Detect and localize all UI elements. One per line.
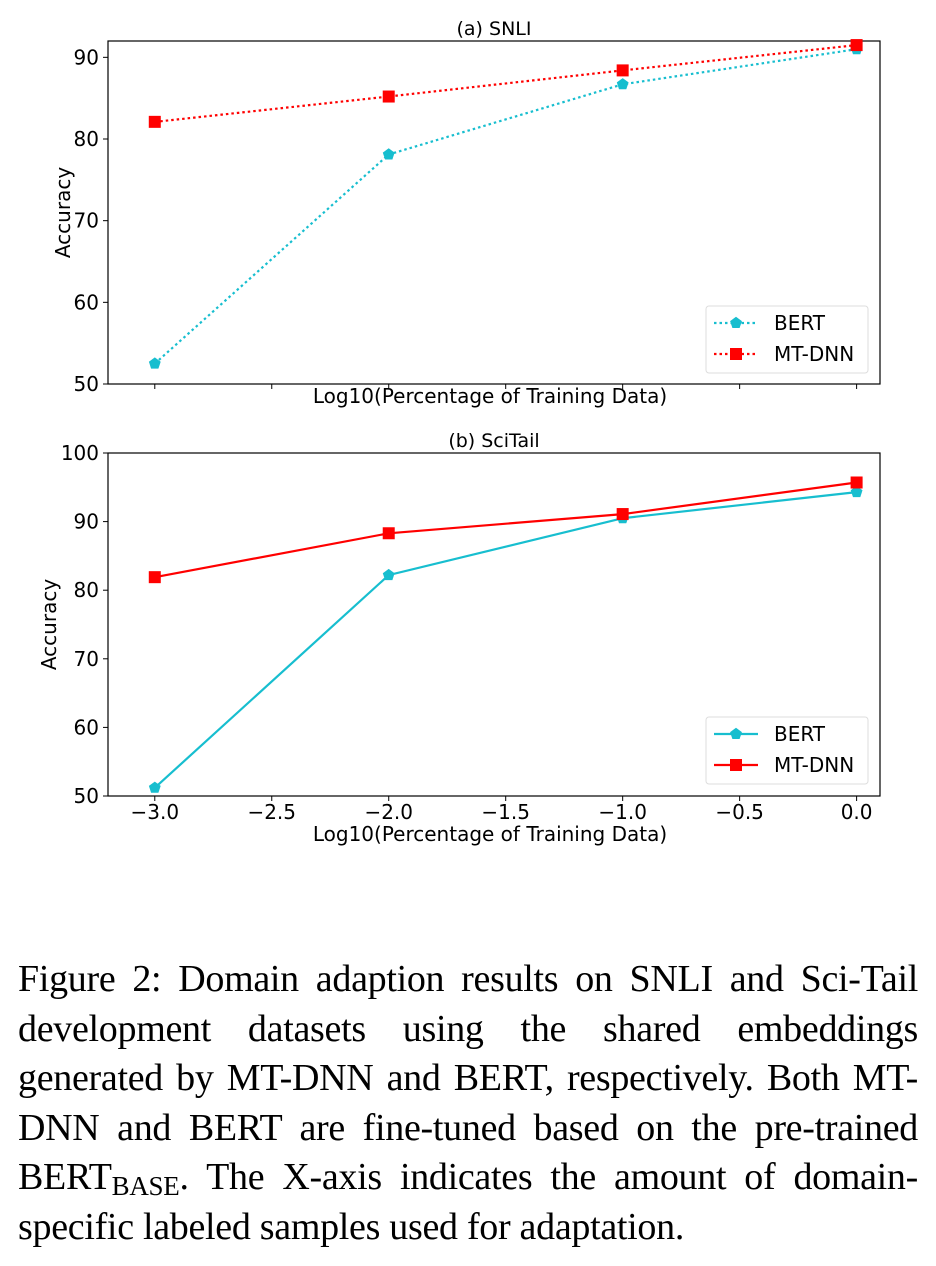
data-point-mt-dnn <box>148 115 161 128</box>
x-tick-label: −3.0 <box>130 800 179 824</box>
chart-snli: (a) SNLI 50 60 70 80 90 Log10(Percentage of Tr… <box>51 18 881 408</box>
data-point-bert <box>382 568 395 581</box>
data-point-mt-dnn <box>148 571 161 584</box>
legend-marker-pentagon <box>730 316 742 328</box>
plot-frame <box>107 40 881 385</box>
y-tick-label: 90 <box>74 45 99 69</box>
data-point-mt-dnn <box>616 64 629 77</box>
legend-label: BERT <box>774 722 826 746</box>
series-line-mt-dnn <box>154 481 857 579</box>
y-tick-label: 70 <box>74 647 99 671</box>
legend-label: MT-DNN <box>774 342 854 366</box>
data-point-mt-dnn <box>850 39 863 52</box>
y-tick-label: 80 <box>74 127 99 151</box>
chart-scitail: (b) SciTail 50 60 70 80 90 100 −3.0 −2.5 −2.0 −1.5… <box>37 430 881 846</box>
y-tick-label: 60 <box>74 715 99 739</box>
figure-caption: Figure 2: Domain adaption results on SNL… <box>18 955 918 1252</box>
caption-text-end: . The X-axis indicates the amount of dom… <box>18 1156 918 1248</box>
y-tick-label: 80 <box>74 578 99 602</box>
caption-subscript: BASE <box>111 1171 180 1201</box>
y-tick-label: 50 <box>74 784 99 808</box>
x-tick-label: −0.5 <box>715 800 764 824</box>
y-tick-label: 50 <box>74 372 99 396</box>
x-axis-label: Log10(Percentage of Training Data) <box>313 384 667 408</box>
y-tick-label: 60 <box>74 290 99 314</box>
chart-title: (a) SNLI <box>457 18 532 40</box>
data-point-bert <box>616 78 629 90</box>
y-tick-label: 90 <box>74 510 99 534</box>
legend-marker-square <box>730 348 742 360</box>
x-axis-label: Log10(Percentage of Training Data) <box>313 822 667 846</box>
legend-box <box>705 305 869 374</box>
series-line-bert <box>154 491 857 789</box>
legend-label: MT-DNN <box>774 753 854 777</box>
data-point-bert <box>850 485 863 498</box>
legend-marker-square <box>730 759 742 771</box>
caption-text: Figure 2: Domain adaption results on SNL… <box>18 958 918 1198</box>
chart-title: (b) SciTail <box>448 430 539 452</box>
legend-marker-pentagon <box>730 727 742 739</box>
x-tick-label: −2.5 <box>247 800 296 824</box>
legend: BERT MT-DNN <box>705 716 869 785</box>
data-point-mt-dnn <box>382 90 395 103</box>
y-axis-label: Accuracy <box>37 579 61 670</box>
data-point-mt-dnn <box>382 527 395 540</box>
y-axis-label: Accuracy <box>51 167 75 258</box>
series-line-mt-dnn <box>154 44 857 123</box>
x-tick-label: −2.0 <box>364 800 413 824</box>
y-tick-label: 100 <box>61 441 99 465</box>
data-point-mt-dnn <box>616 508 629 521</box>
plot-frame <box>107 452 881 797</box>
data-point-bert <box>382 148 395 160</box>
data-point-bert <box>148 357 161 369</box>
legend: BERT MT-DNN <box>705 305 869 374</box>
x-tick-label: −1.5 <box>481 800 530 824</box>
legend-label: BERT <box>774 311 826 335</box>
x-tick-label: 0.0 <box>841 800 873 824</box>
series-line-bert <box>154 48 857 365</box>
x-tick-label: −1.0 <box>598 800 647 824</box>
y-tick-label: 70 <box>74 209 99 233</box>
data-point-bert <box>148 781 161 793</box>
figure: (a) SNLI 50 60 70 80 90 Log10(Percentage of Tr… <box>37 18 881 846</box>
data-point-mt-dnn <box>850 476 863 489</box>
